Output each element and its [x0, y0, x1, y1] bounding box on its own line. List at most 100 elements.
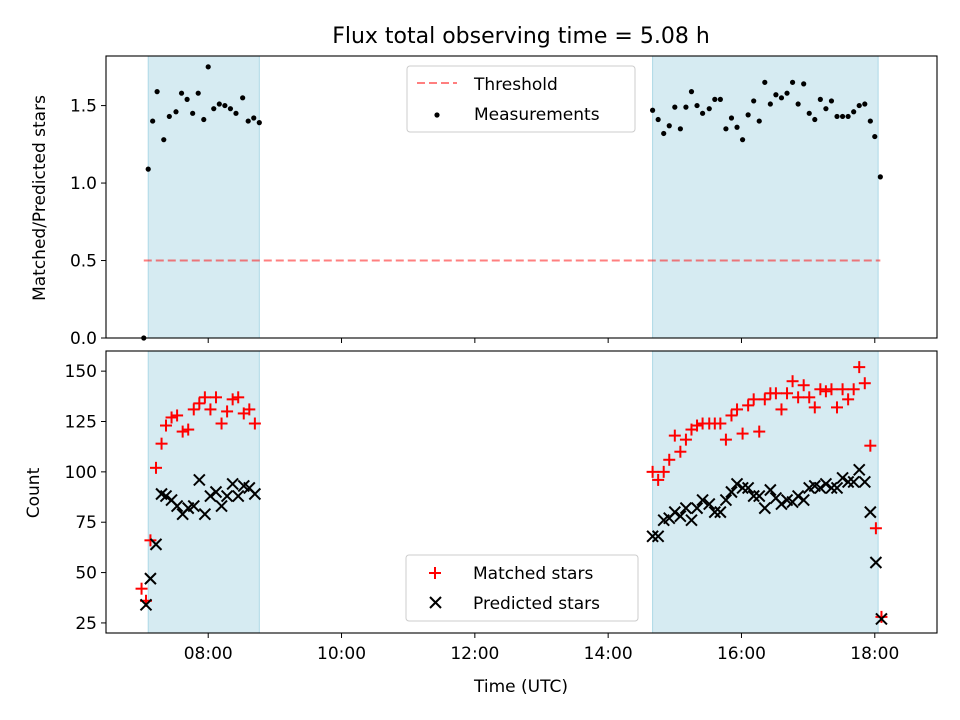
legend-measurements-swatch — [434, 112, 440, 118]
matched-point — [232, 391, 245, 404]
x-tick-label: 10:00 — [317, 644, 366, 664]
measurement-point — [728, 115, 735, 121]
measurement-point — [161, 137, 167, 143]
measurement-point — [256, 120, 262, 126]
legend-top-frame — [406, 65, 636, 133]
matched-point — [758, 393, 771, 406]
measurement-point — [734, 124, 740, 130]
measurement-point — [812, 116, 818, 123]
predicted-point — [775, 497, 788, 511]
x-tick-label: 08:00 — [184, 644, 233, 664]
x-tick-label: 16:00 — [717, 644, 766, 664]
measurement-point — [817, 96, 823, 102]
measurement-point — [666, 123, 672, 129]
measurement-point — [773, 92, 779, 98]
legend-predicted-swatch — [429, 596, 442, 609]
measurement-point — [227, 106, 234, 112]
y-tick-label-bottom: 50 — [75, 564, 97, 584]
measurement-point — [655, 116, 661, 123]
matched-point — [875, 610, 888, 623]
shaded-span-top-0 — [147, 55, 260, 339]
predicted-point — [209, 485, 223, 499]
predicted-point — [819, 477, 833, 491]
matched-point — [731, 403, 744, 416]
matched-point — [159, 419, 172, 432]
matched-point — [171, 409, 184, 422]
predicted-point — [814, 481, 827, 495]
predicted-point — [875, 612, 888, 626]
predicted-point — [703, 497, 716, 511]
x-axis-label: Time (UTC) — [473, 677, 568, 697]
matched-point — [858, 377, 871, 390]
matched-point — [193, 397, 206, 410]
matched-point — [842, 393, 855, 406]
y-axis-label-top: Matched/Predicted stars — [30, 95, 50, 301]
measurement-point — [806, 110, 812, 116]
predicted-point — [193, 473, 206, 487]
matched-point — [209, 391, 222, 404]
measurement-point — [795, 101, 801, 107]
measurement-point — [699, 110, 706, 116]
y-tick-label-top: 1.5 — [70, 97, 97, 117]
matched-point — [836, 383, 849, 396]
measurement-point — [150, 118, 156, 124]
measurement-point — [245, 118, 251, 124]
predicted-point — [679, 501, 693, 515]
measurement-point — [251, 115, 257, 121]
panel-counts: 25 50 75 100 125 150 08:00 10:00 12:00 14:00 16:00… — [65, 350, 938, 664]
matched-point — [769, 387, 782, 400]
predicted-point — [674, 509, 687, 523]
measurement-point — [856, 102, 862, 109]
predicted-point — [708, 505, 722, 519]
measurement-point — [661, 130, 667, 137]
y-tick-label-bottom: 25 — [75, 614, 97, 634]
y-axis-label-bottom: Count — [24, 467, 44, 518]
matched-point — [792, 391, 805, 404]
matched-point — [144, 534, 157, 547]
predicted-point — [869, 556, 883, 569]
matched-point — [786, 375, 799, 388]
matched-point — [176, 425, 189, 438]
matched-point — [825, 383, 838, 396]
matched-point — [663, 453, 676, 466]
y-tick-label-bottom: 150 — [65, 362, 97, 382]
measurement-point — [145, 166, 151, 172]
matched-point — [847, 383, 860, 396]
y-tick-label-bottom: 125 — [65, 413, 97, 433]
matched-point — [719, 433, 732, 446]
matched-point — [853, 361, 866, 374]
legend-bottom: Matched stars Predicted stars — [405, 554, 639, 622]
y-tick-label-bottom: 100 — [65, 463, 97, 483]
measurement-point — [233, 110, 239, 116]
measurement-point — [867, 118, 873, 124]
matched-point — [187, 403, 200, 416]
measurement-point — [672, 104, 678, 110]
measurement-point — [828, 98, 835, 104]
predicted-point — [198, 507, 212, 521]
predicted-point — [685, 513, 698, 527]
predicted-point — [853, 463, 866, 477]
predicted-point — [719, 493, 733, 507]
matched-point — [819, 385, 832, 398]
measurement-point — [851, 109, 857, 115]
measurement-point — [778, 95, 785, 101]
x-tick-label: 18:00 — [850, 644, 899, 664]
measurement-point — [872, 133, 878, 140]
matched-point — [135, 582, 148, 595]
legend-bottom-frame — [405, 554, 639, 622]
matched-point — [781, 387, 794, 400]
predicted-point — [730, 477, 744, 491]
matched-point — [155, 437, 168, 450]
measurement-point — [166, 113, 172, 120]
matched-point — [646, 465, 659, 478]
measurement-point — [205, 64, 211, 70]
predicted-point — [714, 505, 727, 519]
x-tick-label: 12:00 — [450, 644, 499, 664]
measurement-point — [190, 110, 196, 116]
matched-point — [226, 393, 239, 406]
matched-point — [221, 405, 234, 418]
matched-point — [797, 379, 810, 392]
matched-point — [679, 433, 692, 446]
predicted-point — [696, 493, 709, 507]
